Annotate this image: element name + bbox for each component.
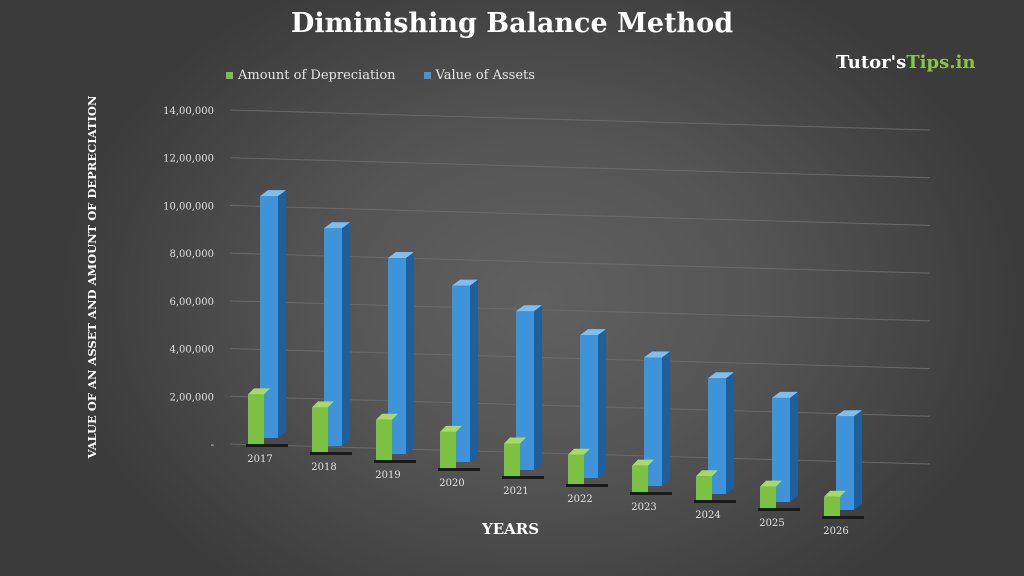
depreciation-bar	[824, 496, 840, 516]
value-bar	[324, 228, 342, 446]
depreciation-bar-top	[312, 401, 334, 408]
gridline	[229, 204, 931, 226]
bar-floor	[694, 500, 736, 503]
depreciation-bar	[568, 454, 584, 484]
logo-accent: Tips.in	[906, 52, 976, 73]
value-bar-side	[726, 372, 734, 494]
x-tick-label: 2020	[439, 478, 464, 489]
legend-label: Amount of Depreciation	[238, 68, 396, 83]
value-bar	[516, 311, 534, 470]
value-bar-top	[260, 190, 286, 197]
value-bar-top	[708, 372, 734, 379]
depreciation-bar	[696, 476, 712, 500]
value-bar-top	[324, 222, 350, 229]
legend: Amount of Depreciation Value of Assets	[226, 68, 535, 83]
value-bar-top	[836, 410, 862, 417]
legend-label: Value of Assets	[435, 68, 535, 83]
chart-title: Diminishing Balance Method	[290, 8, 734, 39]
value-bar	[388, 258, 406, 454]
value-bar	[836, 416, 854, 510]
depreciation-bar-top	[376, 413, 398, 420]
value-bar-top	[580, 329, 606, 336]
y-tick-label: 8,00,000	[169, 249, 214, 260]
bar-floor	[246, 444, 288, 447]
y-tick-label: 10,00,000	[163, 201, 214, 212]
bar-floor	[758, 508, 800, 511]
depreciation-bar-top	[248, 388, 270, 395]
value-bar-top	[388, 252, 414, 259]
y-tick-label: 6,00,000	[169, 297, 214, 308]
depreciation-bar-top	[760, 480, 782, 487]
depreciation-bar-top	[632, 459, 654, 466]
gridline	[229, 109, 931, 131]
value-bar	[772, 397, 790, 502]
y-tick-label: 12,00,000	[163, 154, 214, 165]
value-bar-top	[516, 305, 542, 312]
bar-floor	[566, 484, 608, 487]
depreciation-bar-top	[696, 470, 718, 477]
depreciation-bar	[376, 419, 392, 460]
value-bar	[452, 285, 470, 462]
logo: Tutor'sTips.in	[836, 52, 975, 73]
legend-swatch	[423, 72, 431, 79]
value-bar-side	[278, 190, 286, 438]
value-bar-side	[598, 329, 606, 478]
value-bar	[580, 335, 598, 478]
depreciation-bar	[440, 431, 456, 468]
gridline	[229, 157, 931, 179]
depreciation-bar-top	[568, 448, 590, 455]
value-bar-side	[854, 410, 862, 510]
x-axis-label: YEARS	[482, 520, 540, 538]
depreciation-bar	[760, 486, 776, 508]
value-bar-top	[772, 391, 798, 398]
bar-floor	[822, 516, 864, 519]
value-bar	[260, 196, 278, 438]
depreciation-bar	[248, 394, 264, 444]
x-tick-label: 2018	[311, 462, 336, 473]
x-tick-label: 2022	[567, 494, 592, 505]
legend-item-depreciation: Amount of Depreciation	[226, 68, 396, 83]
x-tick-label: 2017	[247, 454, 272, 465]
depreciation-bar	[632, 465, 648, 492]
x-tick-label: 2019	[375, 470, 400, 481]
bar-floor	[374, 460, 416, 463]
value-bar-side	[534, 305, 542, 470]
depreciation-bar	[504, 443, 520, 476]
value-bar-side	[790, 391, 798, 502]
value-bar-top	[644, 351, 670, 358]
value-bar-side	[662, 351, 670, 486]
value-bar	[644, 357, 662, 486]
logo-main: Tutor's	[836, 52, 907, 73]
bar-floor	[502, 476, 544, 479]
depreciation-bar-top	[440, 425, 462, 432]
value-bar-top	[452, 279, 478, 286]
x-tick-label: 2024	[695, 510, 720, 521]
depreciation-bar	[312, 407, 328, 452]
value-bar	[708, 378, 726, 494]
x-tick-label: 2021	[503, 486, 528, 497]
x-tick-label: 2025	[759, 518, 784, 529]
y-tick-label: 2,00,000	[169, 392, 214, 403]
legend-item-value: Value of Assets	[423, 68, 535, 83]
value-bar-side	[406, 252, 414, 454]
y-tick-label: 14,00,000	[163, 106, 214, 117]
value-bar-side	[342, 222, 350, 446]
y-tick-label: -	[211, 440, 214, 451]
x-tick-label: 2023	[631, 502, 656, 513]
y-tick-label: 4,00,000	[169, 345, 214, 356]
x-tick-label: 2026	[823, 526, 848, 537]
bar-floor	[630, 492, 672, 495]
value-bar-side	[470, 279, 478, 462]
depreciation-bar-top	[824, 490, 846, 497]
depreciation-bar-top	[504, 437, 526, 444]
bar-floor	[310, 452, 352, 455]
bar-floor	[438, 468, 480, 471]
legend-swatch	[226, 72, 233, 79]
